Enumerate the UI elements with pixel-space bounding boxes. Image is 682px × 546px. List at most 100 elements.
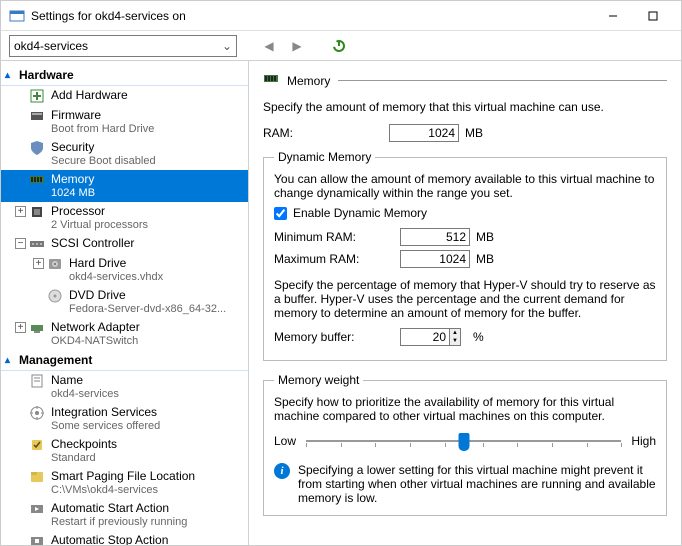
vm-selector[interactable]: okd4-services ⌄ bbox=[9, 35, 237, 57]
firmware-icon bbox=[29, 108, 45, 124]
processor-icon bbox=[29, 204, 45, 220]
weight-slider[interactable] bbox=[306, 431, 621, 451]
tree-node-subtext: Restart if previously running bbox=[51, 515, 187, 529]
tree-node-network-adapter[interactable]: +Network AdapterOKD4-NATSwitch bbox=[1, 318, 248, 350]
nav-back-button[interactable]: ◀ bbox=[259, 36, 279, 56]
tree-node-label: Memory bbox=[51, 172, 95, 186]
dynamic-memory-desc: You can allow the amount of memory avail… bbox=[274, 172, 656, 200]
tree-node-name[interactable]: Nameokd4-services bbox=[1, 371, 248, 403]
buffer-spinner[interactable]: ▲▼ bbox=[400, 328, 461, 346]
buffer-unit: % bbox=[473, 330, 484, 344]
enable-dynamic-memory-label: Enable Dynamic Memory bbox=[293, 206, 427, 220]
tree-node-checkpoints[interactable]: CheckpointsStandard bbox=[1, 435, 248, 467]
automatic-start-action-icon bbox=[29, 501, 45, 517]
tree-node-processor[interactable]: + Processor2 Virtual processors bbox=[1, 202, 248, 234]
add-hardware-icon bbox=[29, 88, 45, 104]
tree-node-smart-paging-file-location[interactable]: Smart Paging File LocationC:\VMs\okd4-se… bbox=[1, 467, 248, 499]
tree-node-label: DVD Drive bbox=[69, 288, 226, 302]
automatic-stop-action-icon bbox=[29, 533, 45, 545]
tree-node-subtext: okd4-services bbox=[51, 387, 119, 401]
memory-weight-desc: Specify how to prioritize the availabili… bbox=[274, 395, 656, 423]
max-ram-label: Maximum RAM: bbox=[274, 252, 394, 266]
checkpoints-icon bbox=[29, 437, 45, 453]
name-icon bbox=[29, 373, 45, 389]
tree-node-integration-services[interactable]: Integration ServicesSome services offere… bbox=[1, 403, 248, 435]
toolbar: okd4-services ⌄ ◀ ▶ bbox=[1, 31, 681, 61]
management-section-header[interactable]: ▴ Management bbox=[1, 350, 248, 371]
collapse-icon: ▴ bbox=[5, 355, 10, 366]
tree-node-subtext: Fedora-Server-dvd-x86_64-32... bbox=[69, 302, 226, 316]
memory-intro: Specify the amount of memory that this v… bbox=[263, 100, 667, 114]
memory-icon bbox=[29, 172, 45, 188]
memory-weight-legend: Memory weight bbox=[274, 373, 363, 387]
chevron-down-icon: ⌄ bbox=[222, 39, 232, 53]
settings-panel: Memory Specify the amount of memory that… bbox=[249, 61, 681, 545]
tree-node-security[interactable]: SecuritySecure Boot disabled bbox=[1, 138, 248, 170]
app-icon bbox=[9, 8, 25, 24]
tree-node-label: Processor bbox=[51, 204, 148, 218]
buffer-desc: Specify the percentage of memory that Hy… bbox=[274, 278, 656, 320]
tree-node-subtext: C:\VMs\okd4-services bbox=[51, 483, 195, 497]
max-ram-input[interactable] bbox=[400, 250, 470, 268]
memory-weight-group: Memory weight Specify how to prioritize … bbox=[263, 373, 667, 516]
tree-node-subtext: Standard bbox=[51, 451, 117, 465]
tree-node-label: Automatic Start Action bbox=[51, 501, 187, 515]
weight-info-text: Specifying a lower setting for this virt… bbox=[298, 463, 656, 505]
expand-toggle[interactable]: + bbox=[15, 206, 26, 217]
expand-toggle[interactable]: + bbox=[15, 322, 26, 333]
ram-input[interactable] bbox=[389, 124, 459, 142]
tree-node-firmware[interactable]: FirmwareBoot from Hard Drive bbox=[1, 106, 248, 138]
buffer-input[interactable] bbox=[400, 328, 450, 346]
max-ram-unit: MB bbox=[476, 252, 494, 266]
weight-low-label: Low bbox=[274, 434, 296, 448]
tree-node-label: Name bbox=[51, 373, 119, 387]
panel-divider bbox=[338, 80, 667, 81]
security-icon bbox=[29, 140, 45, 156]
scsi-controller-icon bbox=[29, 236, 45, 252]
network-adapter-icon bbox=[29, 320, 45, 336]
expand-toggle[interactable]: + bbox=[33, 258, 44, 269]
tree-node-scsi-controller[interactable]: −SCSI Controller bbox=[1, 234, 248, 254]
smart-paging-file-location-icon bbox=[29, 469, 45, 485]
tree-node-automatic-start-action[interactable]: Automatic Start ActionRestart if previou… bbox=[1, 499, 248, 531]
tree-node-subtext: Secure Boot disabled bbox=[51, 154, 156, 168]
tree-node-subtext: 1024 MB bbox=[51, 186, 95, 200]
tree-node-label: Security bbox=[51, 140, 156, 154]
tree-node-subtext: 2 Virtual processors bbox=[51, 218, 148, 232]
tree-node-subtext: OKD4-NATSwitch bbox=[51, 334, 140, 348]
tree-node-subtext: Boot from Hard Drive bbox=[51, 122, 154, 136]
maximize-button[interactable] bbox=[633, 1, 673, 31]
tree-node-label: Integration Services bbox=[51, 405, 160, 419]
power-button[interactable] bbox=[329, 36, 349, 56]
tree-node-automatic-stop-action[interactable]: Automatic Stop Action bbox=[1, 531, 248, 545]
hardware-label: Hardware bbox=[19, 68, 74, 82]
info-icon: i bbox=[274, 463, 290, 479]
tree-node-label: Checkpoints bbox=[51, 437, 117, 451]
dynamic-memory-legend: Dynamic Memory bbox=[274, 150, 375, 164]
tree-node-add-hardware[interactable]: Add Hardware bbox=[1, 86, 248, 106]
min-ram-input[interactable] bbox=[400, 228, 470, 246]
integration-services-icon bbox=[29, 405, 45, 421]
tree-node-memory[interactable]: Memory1024 MB bbox=[1, 170, 248, 202]
tree-node-hard-drive[interactable]: + Hard Driveokd4-services.vhdx bbox=[1, 254, 248, 286]
minimize-button[interactable] bbox=[593, 1, 633, 31]
settings-tree[interactable]: ▴ Hardware Add Hardware FirmwareBoot from… bbox=[1, 61, 249, 545]
tree-node-subtext: okd4-services.vhdx bbox=[69, 270, 163, 284]
weight-high-label: High bbox=[631, 434, 656, 448]
enable-dynamic-memory[interactable]: Enable Dynamic Memory bbox=[274, 206, 656, 220]
tree-node-label: Add Hardware bbox=[51, 88, 128, 102]
nav-forward-button[interactable]: ▶ bbox=[287, 36, 307, 56]
hardware-section-header[interactable]: ▴ Hardware bbox=[1, 65, 248, 86]
ram-label: RAM: bbox=[263, 126, 383, 140]
min-ram-unit: MB bbox=[476, 230, 494, 244]
vm-selector-value: okd4-services bbox=[14, 39, 88, 53]
enable-dynamic-memory-checkbox[interactable] bbox=[274, 207, 287, 220]
expand-toggle[interactable]: − bbox=[15, 238, 26, 249]
tree-node-dvd-drive[interactable]: DVD DriveFedora-Server-dvd-x86_64-32... bbox=[1, 286, 248, 318]
spinner-arrows[interactable]: ▲▼ bbox=[450, 328, 461, 346]
window-title: Settings for okd4-services on bbox=[31, 9, 593, 23]
tree-node-label: Hard Drive bbox=[69, 256, 163, 270]
tree-node-subtext: Some services offered bbox=[51, 419, 160, 433]
dvd-drive-icon bbox=[47, 288, 63, 304]
slider-thumb[interactable] bbox=[458, 433, 469, 451]
